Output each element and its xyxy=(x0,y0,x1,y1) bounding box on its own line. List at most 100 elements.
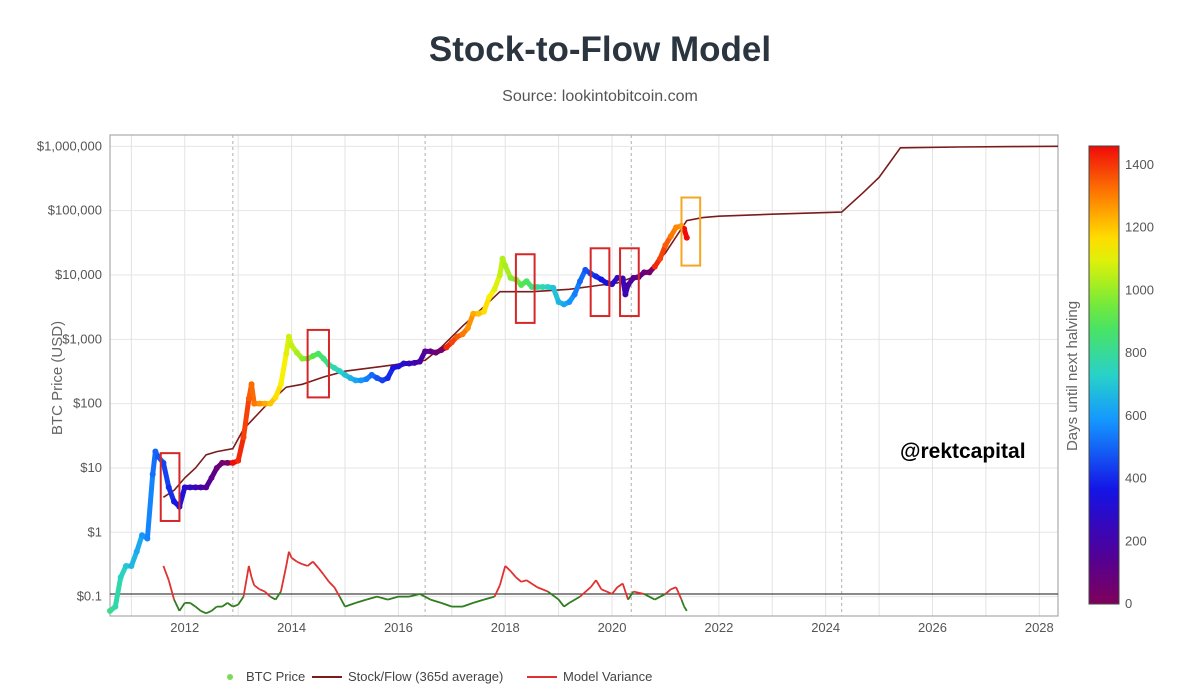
price-point xyxy=(662,242,669,249)
price-point xyxy=(523,278,530,285)
price-point xyxy=(133,548,140,555)
price-point xyxy=(432,349,439,356)
price-segment xyxy=(160,460,172,490)
price-point xyxy=(139,532,146,539)
variance-segment xyxy=(312,561,319,569)
variance-segment xyxy=(654,593,666,601)
price-point xyxy=(256,400,263,407)
colorbar-tick-label: 1200 xyxy=(1125,220,1154,235)
price-point xyxy=(438,347,445,354)
annotation-box-red xyxy=(306,328,330,399)
price-point xyxy=(422,348,429,355)
colorbar-tick-label: 800 xyxy=(1125,345,1147,360)
x-tick-label: 2020 xyxy=(598,620,627,635)
price-point xyxy=(395,363,402,370)
variance-segment xyxy=(419,593,431,601)
price-point xyxy=(299,355,306,362)
price-point xyxy=(197,484,204,491)
annotation-box-red xyxy=(514,253,536,324)
variance-segment xyxy=(162,565,170,581)
price-point xyxy=(480,308,487,315)
legend: BTC Price Stock/Flow (365d average) Model … xyxy=(227,669,652,684)
price-point xyxy=(448,339,455,346)
variance-segment xyxy=(509,570,517,578)
price-point xyxy=(681,225,688,232)
variance-segment xyxy=(291,557,298,563)
price-point xyxy=(406,360,413,367)
variance-segment xyxy=(627,591,635,601)
variance-segment xyxy=(210,605,218,612)
variance-segment xyxy=(322,574,330,583)
price-point xyxy=(336,368,343,375)
variance-segment xyxy=(504,565,512,572)
variance-segment xyxy=(589,579,597,588)
price-segment xyxy=(144,471,156,542)
variance-segment xyxy=(194,605,202,612)
variance-segment xyxy=(483,595,495,601)
price-point xyxy=(507,274,514,281)
variance-segment xyxy=(205,610,212,615)
price-point xyxy=(593,273,600,280)
variance-segment xyxy=(301,563,308,567)
variance-segment xyxy=(317,567,325,576)
variance-segment xyxy=(680,599,685,607)
price-point xyxy=(384,375,391,382)
price-point xyxy=(411,359,418,366)
variance-segment xyxy=(376,595,388,601)
price-point xyxy=(390,364,397,371)
rektcapital-handle: @rektcapital xyxy=(900,440,1026,463)
annotation-box-red xyxy=(589,247,611,318)
price-point xyxy=(229,459,236,466)
chart-subtitle: Source: lookintobitcoin.com xyxy=(502,88,698,105)
price-point xyxy=(285,333,292,340)
price-point xyxy=(213,464,220,471)
price-point xyxy=(544,284,551,291)
variance-segment xyxy=(280,565,288,592)
variance-segment xyxy=(675,586,683,600)
variance-segment xyxy=(547,590,560,601)
price-point xyxy=(128,562,135,569)
variance-segment xyxy=(664,588,672,595)
variance-segment xyxy=(462,602,474,608)
price-point xyxy=(400,360,407,367)
colorbar-tick-label: 200 xyxy=(1125,533,1147,548)
price-point xyxy=(667,233,674,240)
price-point xyxy=(609,281,616,288)
price-point xyxy=(598,276,605,283)
price-point xyxy=(358,377,365,384)
price-point xyxy=(219,459,226,466)
price-point xyxy=(320,355,327,362)
price-point xyxy=(165,484,172,491)
annotation-boxes xyxy=(159,196,702,522)
variance-segment xyxy=(579,586,592,598)
variance-segment xyxy=(683,606,688,612)
colorbar-tick-label: 1000 xyxy=(1125,282,1154,297)
variance-segment xyxy=(288,551,293,559)
variance-segment xyxy=(611,586,619,595)
price-point xyxy=(293,349,300,356)
price-segment xyxy=(112,574,124,610)
variance-segment xyxy=(520,579,527,583)
price-point xyxy=(267,400,274,407)
price-point xyxy=(368,371,375,378)
price-point xyxy=(235,457,242,464)
price-point xyxy=(283,350,290,357)
variance-segment xyxy=(526,579,538,588)
variance-segment xyxy=(237,596,245,606)
price-point xyxy=(309,353,316,360)
price-point xyxy=(491,286,498,293)
variance-segment xyxy=(307,560,314,567)
colorbar-tick-label: 1400 xyxy=(1125,157,1154,172)
variance-segment xyxy=(338,596,346,608)
variance-segment xyxy=(408,593,420,598)
price-point xyxy=(272,394,279,401)
price-segment xyxy=(249,381,257,407)
colorbar: 0 200 400 600 800 1000 1200 1400 xyxy=(1088,145,1154,611)
y-tick-label: $1,000,000 xyxy=(37,138,102,153)
price-segment xyxy=(278,351,289,387)
x-tick-label: 2022 xyxy=(704,620,733,635)
price-segment xyxy=(235,434,247,464)
price-point xyxy=(181,484,188,491)
variance-segment xyxy=(643,593,656,601)
